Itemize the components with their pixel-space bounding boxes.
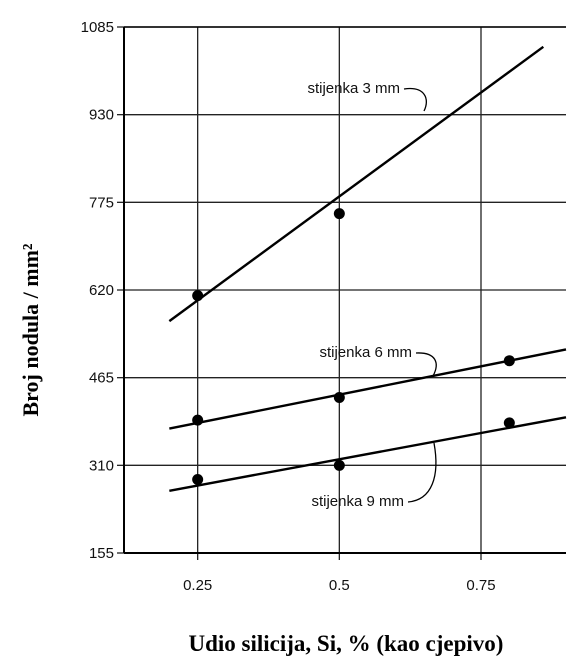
data-point	[333, 459, 345, 471]
axes	[117, 26, 566, 560]
y-tick-label: 620	[89, 282, 114, 299]
data-points	[192, 208, 515, 485]
data-point	[192, 290, 204, 302]
data-point	[503, 355, 515, 367]
data-point	[333, 208, 345, 220]
data-point	[333, 391, 345, 403]
data-point	[503, 417, 515, 429]
fit-line	[169, 348, 567, 430]
x-axis-label: Udio silicija, Si, % (kao cjepivo)	[189, 631, 504, 656]
y-tick-label: 775	[89, 194, 114, 211]
series-label: stijenka 3 mm	[307, 80, 400, 97]
series-label: stijenka 9 mm	[311, 493, 404, 510]
y-tick-label: 930	[89, 107, 114, 124]
fit-lines	[168, 45, 567, 492]
y-tick-label: 155	[89, 545, 114, 562]
data-point	[192, 473, 204, 485]
grid	[124, 26, 566, 554]
y-tick-label: 1085	[81, 19, 114, 36]
y-tick-label: 465	[89, 370, 114, 387]
annotations: stijenka 3 mm stijenka 6 mm stijenka 9 mm	[307, 80, 437, 510]
data-point	[192, 414, 204, 426]
fit-line	[168, 45, 545, 323]
label-leader	[403, 87, 428, 112]
y-tick-label: 310	[89, 457, 114, 474]
x-tick-label: 0.75	[466, 577, 495, 594]
label-leader	[415, 352, 437, 377]
fit-line	[169, 416, 567, 492]
x-tick-label: 0.25	[183, 577, 212, 594]
y-axis-label: Broj nodula / mm²	[18, 243, 43, 416]
series-label: stijenka 6 mm	[319, 344, 412, 361]
tick-labels: 155 310 465 620 775 930 1085 0.25 0.5 0.75	[81, 19, 496, 594]
x-tick-label: 0.5	[329, 577, 350, 594]
label-leader	[407, 442, 437, 503]
